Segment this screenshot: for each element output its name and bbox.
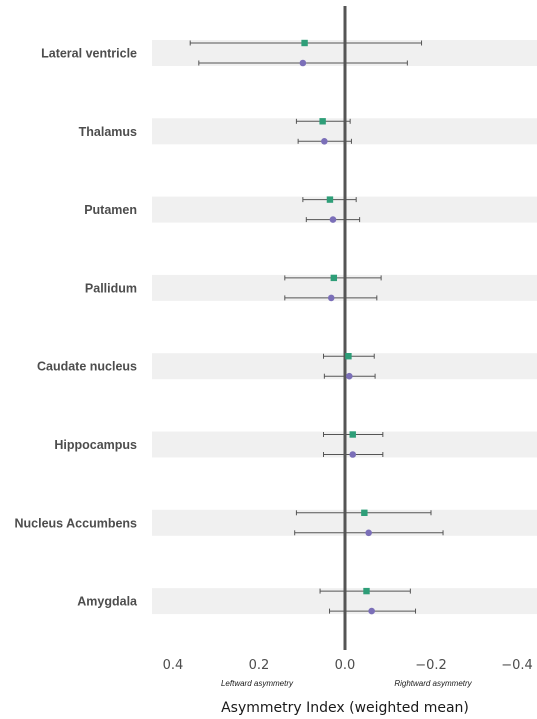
category-label-caudate-nucleus: Caudate nucleus	[37, 360, 137, 374]
x-tick-label-0: 0.4	[163, 658, 184, 673]
category-label-amygdala: Amygdala	[77, 595, 138, 609]
x-tick-label-2: 0.0	[335, 658, 356, 673]
point-square-thalamus-s1	[319, 118, 326, 125]
category-label-thalamus: Thalamus	[79, 125, 137, 139]
category-label-pallidum: Pallidum	[85, 281, 137, 295]
point-square-pallidum-s1	[330, 274, 338, 282]
category-label-putamen: Putamen	[84, 203, 137, 217]
x-tick-label-3: −0.2	[415, 658, 447, 673]
point-square-putamen-s1	[326, 196, 334, 203]
point-circle-thalamus-s2	[321, 138, 328, 145]
data-marks	[189, 39, 444, 615]
point-circle-nucleus-accumbens-s2	[365, 529, 372, 537]
x-tick-label-4: −0.4	[501, 658, 533, 673]
category-labels: Lateral ventricle Thalamus Putamen Pallidum…	[15, 47, 139, 609]
point-circle-putamen-s2	[329, 216, 337, 223]
point-circle-lateral-ventricle-s2	[299, 59, 307, 67]
point-square-amygdala-s1	[363, 587, 370, 595]
x-tick-labels: 0.4 0.2 0.0 −0.2 −0.4	[163, 658, 533, 673]
left-annotation: Leftward asymmetry	[221, 679, 294, 688]
category-label-hippocampus: Hippocampus	[54, 438, 137, 452]
category-label-lateral-ventricle: Lateral ventricle	[41, 47, 137, 61]
point-circle-caudate-nucleus-s2	[346, 372, 353, 380]
point-circle-pallidum-s2	[327, 294, 335, 302]
right-annotation: Rightward asymmetry	[394, 679, 472, 688]
point-square-caudate-nucleus-s1	[345, 353, 352, 360]
point-circle-hippocampus-s2	[349, 451, 357, 458]
point-circle-amygdala-s2	[368, 607, 375, 615]
x-tick-label-1: 0.2	[249, 658, 270, 673]
category-label-nucleus-accumbens: Nucleus Accumbens	[15, 516, 138, 530]
point-square-nucleus-accumbens-s1	[361, 509, 368, 516]
x-axis-title: Asymmetry Index (weighted mean)	[221, 700, 469, 716]
point-square-lateral-ventricle-s1	[301, 39, 308, 47]
point-square-hippocampus-s1	[349, 431, 356, 438]
